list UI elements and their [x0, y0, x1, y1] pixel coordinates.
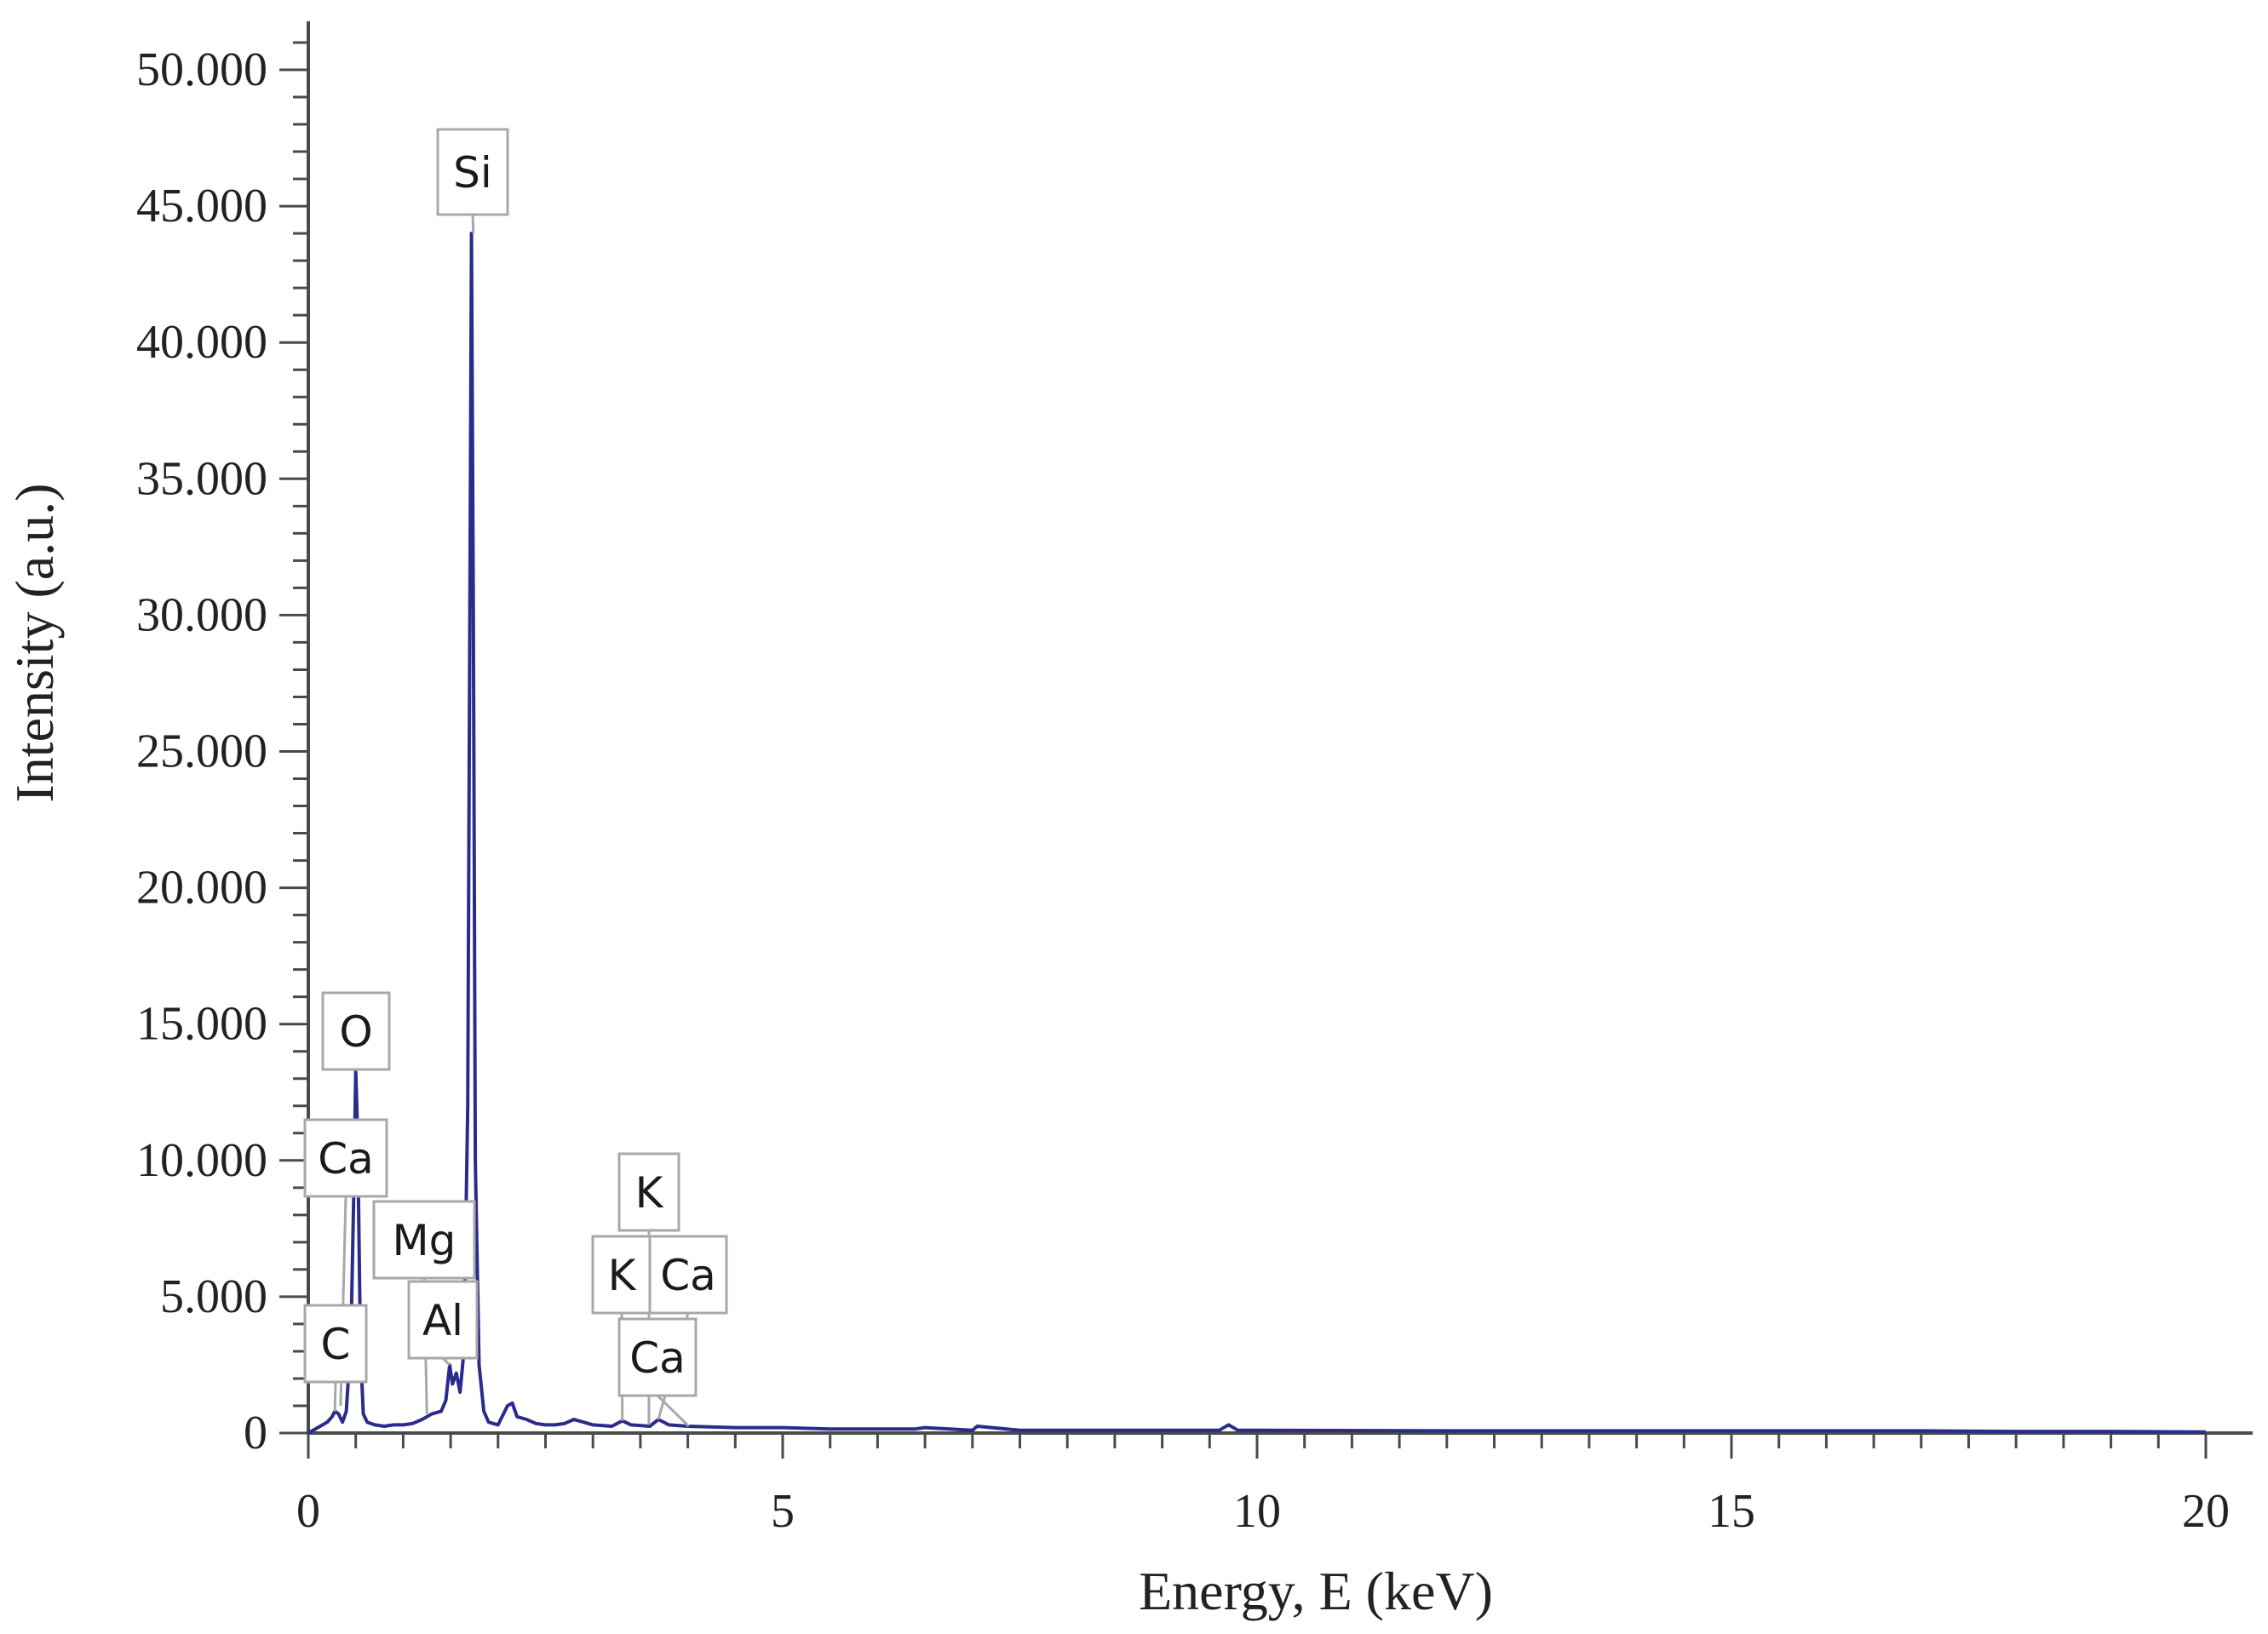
- y-tick-label: 15.000: [136, 998, 267, 1051]
- peak-label-box: [303, 1118, 388, 1198]
- peak-label-box: [303, 1304, 368, 1384]
- y-tick-label: 35.000: [136, 452, 267, 505]
- series-layer: [307, 232, 2207, 1435]
- x-axis-title: Energy, E (keV): [1139, 1561, 1493, 1621]
- peak-label-text: Ca: [629, 1333, 686, 1383]
- peak-label-text: Mg: [393, 1216, 456, 1265]
- y-tick-label: 25.000: [136, 725, 267, 778]
- peak-label-text: O: [339, 1007, 372, 1057]
- axes-layer: 0 5.000 10.000 15.000 20.000 25.000 30.000 35.0…: [136, 21, 2253, 1538]
- peak-label-k: K: [591, 1235, 652, 1421]
- peak-label-c: C: [303, 1304, 368, 1412]
- peak-label-box: [321, 991, 391, 1071]
- x-tick-label: 20: [2182, 1485, 2230, 1538]
- peak-leader-line: [656, 1394, 690, 1428]
- peak-label-mg: Mg: [372, 1200, 476, 1414]
- y-axis-title: Intensity (a.u.): [4, 484, 65, 803]
- peak-label-box: [436, 128, 509, 216]
- y-tick-label: 45.000: [136, 180, 267, 232]
- peak-label-box: [407, 1280, 479, 1360]
- y-tick-label: 0: [244, 1407, 267, 1459]
- peak-label-text: Si: [453, 148, 492, 198]
- peak-label-ca: Ca: [617, 1317, 698, 1428]
- y-tick-label: 50.000: [136, 43, 267, 96]
- peak-label-box: [617, 1317, 698, 1397]
- peak-leader-line: [471, 214, 475, 234]
- peak-label-o: O: [321, 991, 391, 1072]
- annotations-layer: Si O Ca C Mg Al KK Ca Ca: [303, 128, 728, 1428]
- x-tick-label: 5: [771, 1485, 795, 1538]
- peak-label-box: [648, 1235, 728, 1315]
- peak-label-al: Al: [407, 1280, 479, 1367]
- peak-label-box: [591, 1235, 652, 1315]
- y-tick-label: 5.000: [160, 1270, 267, 1323]
- peak-label-text: K: [635, 1168, 664, 1218]
- peak-label-text: K: [608, 1251, 637, 1300]
- y-tick-label: 10.000: [136, 1134, 267, 1187]
- x-tick-label: 0: [296, 1485, 320, 1538]
- peak-label-box: [617, 1152, 680, 1232]
- peak-label-box: [372, 1200, 476, 1280]
- y-tick-label: 20.000: [136, 862, 267, 914]
- x-tick-label: 15: [1708, 1485, 1755, 1538]
- peak-leader-line: [333, 1381, 337, 1412]
- peak-label-text: C: [321, 1320, 351, 1369]
- peak-label-si: Si: [436, 128, 509, 234]
- peak-label-text: Al: [422, 1296, 463, 1345]
- peak-label-text: Ca: [318, 1134, 374, 1184]
- peak-label-text: Ca: [660, 1251, 716, 1300]
- x-tick-label: 10: [1233, 1485, 1281, 1538]
- y-tick-label: 40.000: [136, 316, 267, 369]
- y-tick-label: 30.000: [136, 588, 267, 641]
- spectrum-line: [307, 232, 2207, 1435]
- peak-label-k: K: [617, 1152, 680, 1425]
